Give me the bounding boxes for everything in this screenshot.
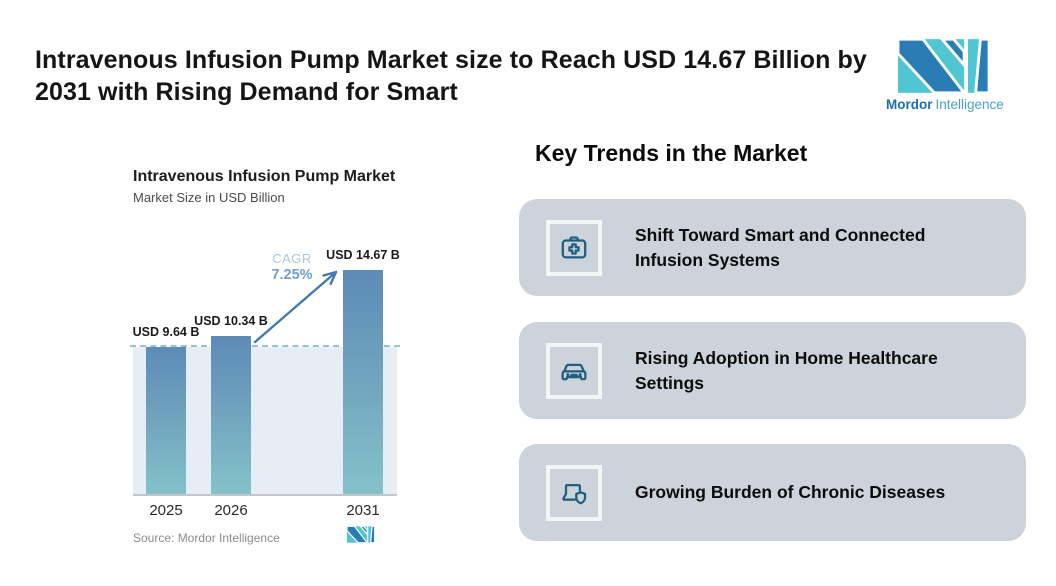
page-title-line-1: Intravenous Infusion Pump Market size to… (35, 46, 867, 74)
icon-tile (546, 219, 602, 276)
brand-name-bold: Mordor (886, 97, 933, 112)
page-title: Intravenous Infusion Pump Market size to… (35, 44, 885, 108)
mordor-intelligence-logo: Mordor Intelligence (886, 39, 1016, 112)
growth-arrow-icon (253, 270, 338, 344)
car-icon (561, 363, 587, 380)
cagr-value: 7.25% (271, 267, 313, 283)
trend-label: Growing Burden of Chronic Diseases (635, 482, 946, 503)
trend-label: Shift Toward Smart and Connected Infusio… (635, 225, 926, 270)
bar-value-label: USD 14.67 B (326, 248, 400, 262)
x-axis-line (133, 494, 397, 496)
key-trends-heading: Key Trends in the Market (535, 140, 808, 166)
icon-tile (546, 342, 602, 399)
mordor-logo-mark-small-icon (347, 526, 375, 543)
brand-name: Mordor Intelligence (886, 97, 1016, 112)
bar-2025 (146, 347, 186, 494)
x-axis-label: 2026 (214, 502, 248, 519)
mordor-logo-mark-icon (898, 39, 990, 93)
reference-dashed-line (130, 345, 400, 347)
bar-2026 (211, 336, 251, 494)
trend-card-home-healthcare: Rising Adoption in Home Healthcare Setti… (519, 322, 1026, 419)
x-axis-label: 2031 (346, 502, 380, 519)
laptop-shield-icon (562, 483, 587, 504)
bar-value-label: USD 9.64 B (132, 325, 200, 339)
bar-value-label: USD 10.34 B (194, 314, 268, 328)
trend-label: Rising Adoption in Home Healthcare Setti… (635, 348, 938, 393)
source-attribution: Source: Mordor Intelligence (133, 531, 280, 545)
chart-title: Intravenous Infusion Pump Market (133, 168, 396, 185)
first-aid-kit-icon (561, 235, 587, 258)
cagr-annotation: CAGR 7.25% (262, 251, 322, 283)
x-axis-label: 2025 (149, 502, 183, 519)
trend-card-smart-connected: Shift Toward Smart and Connected Infusio… (519, 199, 1026, 296)
cagr-label: CAGR (272, 251, 312, 266)
brand-name-light: Intelligence (935, 97, 1004, 112)
trend-card-chronic-diseases: Growing Burden of Chronic Diseases (519, 444, 1026, 541)
icon-tile (546, 464, 602, 521)
chart-subtitle: Market Size in USD Billion (133, 190, 285, 205)
page-title-line-2: 2031 with Rising Demand for Smart (35, 78, 458, 106)
bar-2031 (343, 270, 383, 494)
